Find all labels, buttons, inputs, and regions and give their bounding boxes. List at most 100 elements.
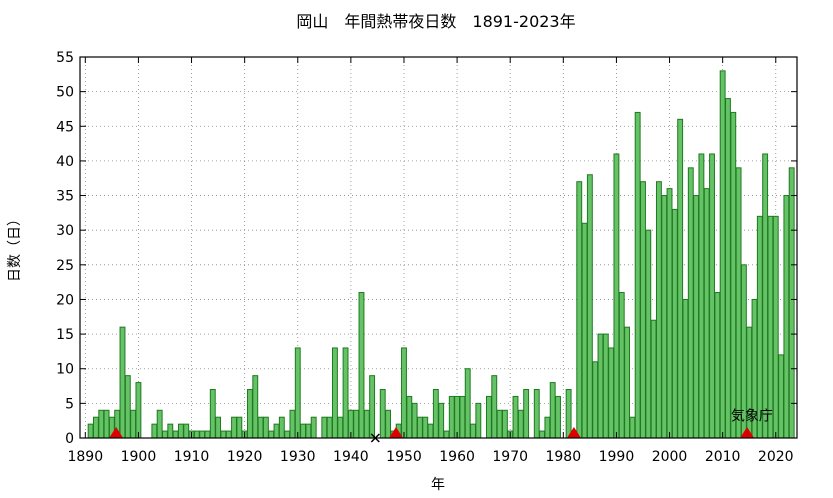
station-move-marker: [389, 427, 404, 438]
bar: [87, 423, 94, 439]
bar: [151, 423, 158, 439]
bar: [788, 167, 795, 439]
bar: [523, 389, 530, 439]
bar: [119, 326, 126, 439]
station-move-marker: [566, 427, 581, 438]
bar: [369, 375, 376, 439]
bar: [539, 430, 546, 439]
bar: [401, 347, 407, 439]
station-move-marker: [109, 427, 124, 438]
bar: [634, 111, 641, 439]
bar: [262, 416, 269, 439]
bar: [204, 430, 211, 439]
y-axis-label: 日数（日）: [7, 212, 23, 282]
bar: [358, 292, 365, 439]
bar: [783, 195, 790, 439]
x-tick-label: 1890: [67, 449, 103, 465]
bar: [698, 153, 705, 439]
bar: [385, 409, 391, 439]
x-tick-label: 1990: [599, 449, 635, 465]
bar: [284, 430, 291, 439]
bar: [416, 416, 423, 439]
bar: [565, 389, 572, 439]
bar: [682, 298, 689, 439]
bar: [236, 416, 243, 439]
bar: [655, 181, 662, 439]
bar: [183, 423, 190, 439]
y-tick-label: 35: [56, 189, 74, 205]
bar: [772, 215, 779, 439]
bar: [268, 430, 275, 439]
bar: [650, 319, 657, 439]
bar: [608, 347, 615, 439]
x-tick-label: 1910: [174, 449, 210, 465]
bar: [709, 153, 715, 439]
bar: [305, 423, 312, 439]
bar: [310, 416, 317, 439]
x-tick-label: 1930: [280, 449, 316, 465]
plot-frame: [79, 56, 798, 439]
x-tick-label: 2020: [758, 449, 794, 465]
bar: [618, 292, 625, 439]
bar: [544, 416, 551, 439]
bar: [326, 416, 333, 439]
bar: [167, 423, 174, 439]
bar: [756, 215, 763, 439]
bar: [289, 409, 296, 439]
x-tick-label: 1980: [545, 449, 581, 465]
bar: [629, 416, 636, 439]
bar: [719, 70, 726, 439]
bar: [406, 395, 413, 439]
y-tick-label: 40: [56, 154, 74, 170]
bar: [687, 167, 694, 439]
bar: [209, 389, 216, 439]
bar: [231, 416, 237, 439]
bar: [294, 347, 301, 439]
bar: [427, 423, 434, 439]
bar: [321, 416, 328, 439]
bar: [459, 395, 466, 439]
bar: [220, 430, 227, 439]
bar: [199, 430, 206, 439]
bar: [491, 375, 498, 439]
bar: [767, 215, 774, 439]
chart-title: 岡山 年間熱帯夜日数 1891-2023年: [296, 12, 575, 31]
bar: [257, 416, 264, 439]
bar: [247, 389, 253, 439]
bar: [379, 389, 386, 439]
bar: [363, 409, 370, 439]
bar: [581, 222, 588, 439]
y-tick-label: 0: [65, 431, 74, 447]
y-tick-label: 25: [56, 258, 74, 274]
bar: [135, 382, 142, 439]
bar: [555, 395, 561, 439]
bar: [454, 395, 461, 439]
bar: [470, 423, 476, 439]
y-tick-label: 10: [56, 362, 74, 378]
bar: [486, 395, 492, 439]
source-annotation: 気象庁: [731, 409, 773, 425]
bar: [124, 375, 131, 439]
bar: [438, 402, 445, 439]
bar: [703, 188, 710, 439]
bar: [501, 409, 508, 439]
bar: [517, 409, 524, 439]
bar: [475, 402, 482, 439]
bar: [666, 188, 673, 439]
bar: [576, 181, 583, 439]
x-tick-label: 1950: [386, 449, 422, 465]
bar: [533, 389, 540, 439]
bar: [735, 167, 742, 439]
x-tick-label: 1920: [227, 449, 263, 465]
bar: [640, 181, 646, 439]
y-tick-label: 50: [56, 85, 74, 101]
bar: [342, 347, 349, 439]
bar: [411, 402, 418, 439]
bar: [215, 416, 222, 439]
bar: [103, 409, 110, 439]
y-tick-label: 5: [65, 396, 74, 412]
bar: [613, 153, 620, 439]
x-tick-label: 1940: [333, 449, 369, 465]
x-tick-label: 2000: [652, 449, 688, 465]
bar: [177, 423, 184, 439]
